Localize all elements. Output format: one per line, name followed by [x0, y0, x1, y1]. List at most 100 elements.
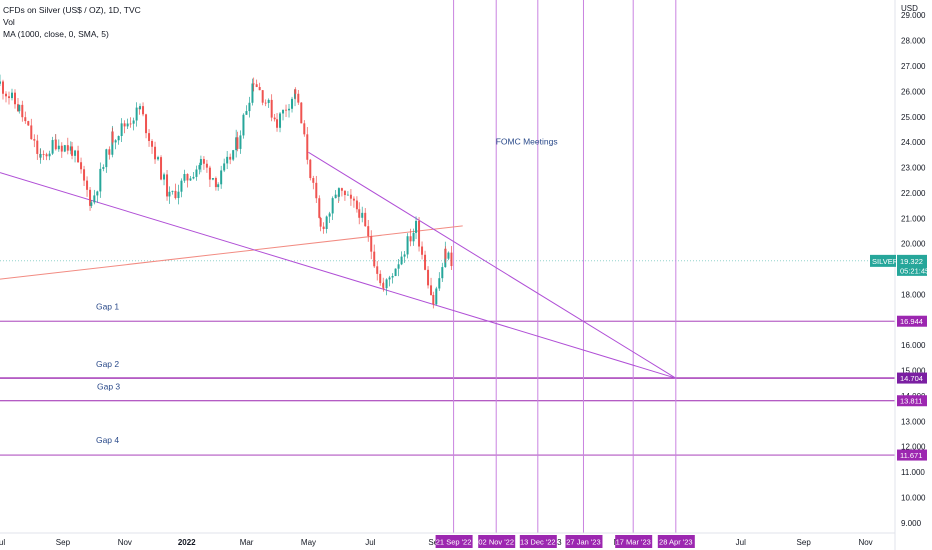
fomc-date-label: 28 Apr '23 [659, 538, 693, 547]
candle-body [77, 150, 80, 163]
candle-body [379, 273, 382, 284]
candle-body [239, 135, 242, 149]
candle-body [90, 202, 93, 206]
symbol-tag [870, 254, 896, 267]
candle-body [126, 123, 129, 127]
x-tick-label: Mar [240, 538, 254, 547]
candle-body [312, 178, 315, 183]
candle-body [415, 220, 418, 233]
fomc-date-tag [519, 535, 557, 548]
candle-body [397, 264, 400, 269]
candle-body [63, 145, 66, 152]
candle-body [435, 288, 438, 305]
candle-body [93, 195, 96, 203]
candle-body [297, 93, 300, 103]
candle-body [183, 173, 186, 181]
x-tick-label: May [301, 538, 316, 547]
candle-body [291, 98, 294, 109]
candle-body [192, 176, 195, 179]
candle-body [99, 168, 102, 192]
candle-body [160, 157, 163, 180]
candle-body [318, 198, 321, 218]
bar-countdown: 05:21:45 [900, 266, 929, 275]
candle-body [18, 104, 21, 112]
candle-body [229, 156, 232, 160]
gap-level-value: 11.671 [900, 451, 922, 460]
y-tick-label: 10.000 [901, 493, 926, 502]
candle-body [394, 268, 397, 277]
candle-body [430, 285, 433, 296]
candle-body [248, 102, 251, 112]
price-axis[interactable]: USD9.00010.00011.00012.00013.00014.00015… [870, 0, 929, 550]
y-tick-label: 11.000 [901, 468, 925, 477]
candle-body [0, 81, 1, 84]
candle-body [80, 162, 83, 170]
candle-body [340, 188, 343, 191]
candle-body [276, 119, 279, 128]
candle-body [223, 163, 226, 171]
candle-body [139, 106, 142, 110]
candle-body [211, 178, 214, 180]
x-tick-label: Jul [736, 538, 746, 547]
x-tick-label: 23 [553, 538, 562, 547]
fomc-date-label: 17 Mar '23 [616, 538, 651, 547]
candle-body [198, 165, 201, 170]
candle-body [391, 276, 394, 278]
candle-body [388, 277, 391, 280]
candle-body [202, 159, 205, 164]
candle-body [306, 134, 309, 160]
candle-body [432, 295, 435, 305]
gap-annotation: Gap 4 [96, 435, 119, 445]
candle-body [267, 99, 270, 103]
candle-body [111, 131, 114, 143]
symbol-title[interactable]: CFDs on Silver (US$ / OZ), 1D, TVC [3, 5, 141, 15]
candle-body [412, 232, 415, 242]
ma-indicator-label[interactable]: MA (1000, close, 0, SMA, 5) [3, 29, 109, 39]
y-tick-label: 13.000 [901, 417, 926, 426]
candle-body [303, 123, 306, 135]
y-tick-label: 12.000 [901, 443, 926, 452]
candle-body [208, 167, 211, 180]
candle-body [319, 217, 322, 227]
chart-legend: CFDs on Silver (US$ / OZ), 1D, TVC Vol M… [3, 4, 141, 40]
candles [0, 74, 453, 309]
candle-body [129, 123, 132, 125]
candle-body [273, 117, 276, 120]
fomc-date-tag [615, 535, 653, 548]
candle-body [5, 93, 7, 97]
candle-body [199, 159, 202, 166]
candle-body [258, 86, 261, 91]
x-tick-label: Nov [858, 538, 872, 547]
candle-body [300, 102, 303, 124]
y-tick-label: 15.000 [901, 367, 926, 376]
y-tick-label: 22.000 [901, 189, 926, 198]
candle-body [195, 169, 198, 177]
candle-body [382, 287, 385, 289]
y-tick-label: 26.000 [901, 87, 926, 96]
x-tick-label: Nov [118, 538, 132, 547]
candle-body [382, 283, 385, 288]
volume-indicator-label[interactable]: Vol [3, 17, 15, 27]
candle-body [309, 159, 312, 179]
candle-body [328, 213, 331, 217]
time-axis[interactable]: JulSepNov2022MarMayJulSe23MJulSepNov21 S… [0, 532, 895, 548]
candle-body [376, 266, 379, 274]
y-tick-label: 24.000 [901, 138, 926, 147]
candle-body [171, 190, 174, 192]
candle-body [86, 180, 89, 190]
candle-body [214, 178, 217, 188]
candle-body [242, 114, 245, 136]
candle-body [288, 108, 291, 111]
candle-body [102, 167, 105, 169]
fomc-annotation: FOMC Meetings [496, 137, 558, 147]
candle-body [69, 146, 72, 151]
candle-body [174, 190, 177, 199]
candle-body [427, 269, 430, 286]
candle-body [96, 191, 99, 196]
candle-body [83, 169, 86, 181]
gap-level-value: 13.811 [900, 397, 922, 406]
gap-level-tag [897, 315, 927, 327]
candle-body [232, 150, 235, 160]
